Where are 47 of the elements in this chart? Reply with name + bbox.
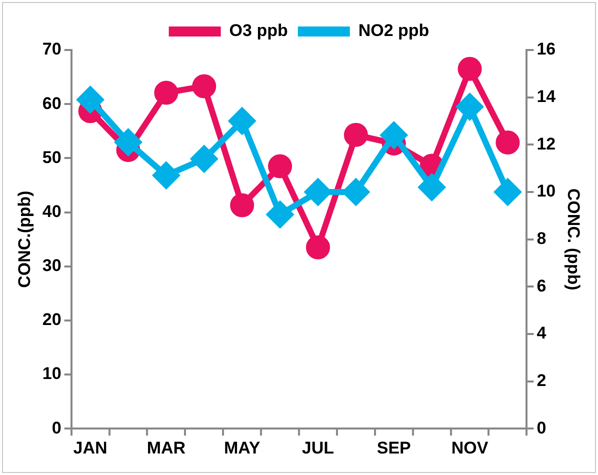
- point: [192, 74, 216, 98]
- y-tick-label: 30: [42, 256, 62, 276]
- point: [115, 129, 142, 156]
- y-axis-title: CONC.(ppb): [14, 190, 34, 288]
- y2-tick-label: 8: [536, 228, 546, 248]
- point: [77, 86, 104, 113]
- y2-tick-label: 10: [536, 182, 556, 201]
- x-tick-label: SEP: [376, 438, 411, 458]
- y-tick-label: 40: [42, 202, 62, 221]
- point: [456, 94, 483, 120]
- x-tick-label: JAN: [73, 438, 108, 458]
- point: [154, 80, 178, 105]
- y2-tick-label: 4: [536, 324, 547, 343]
- x-tick-label: JUL: [302, 438, 334, 458]
- y2-axis-title: CONC. (ppb): [564, 188, 584, 290]
- point: [306, 235, 330, 260]
- point: [418, 174, 445, 200]
- y-tick-label: 20: [42, 310, 62, 330]
- point: [342, 178, 369, 205]
- x-tick-label: MAY: [224, 438, 261, 458]
- point: [496, 130, 520, 154]
- point: [230, 193, 254, 218]
- point: [494, 178, 521, 205]
- point: [229, 108, 256, 134]
- legend-label: O3 ppb: [229, 21, 288, 40]
- y2-tick-label: 6: [536, 276, 546, 296]
- point: [153, 162, 180, 188]
- y-tick-label: 70: [42, 40, 62, 59]
- y-tick-label: 0: [52, 418, 62, 438]
- x-tick-label: NOV: [451, 438, 489, 458]
- point: [191, 146, 218, 172]
- point: [304, 178, 331, 205]
- y2-tick-label: 12: [536, 134, 556, 154]
- y2-tick-label: 14: [536, 87, 556, 106]
- point: [380, 122, 407, 148]
- y-tick-label: 10: [42, 364, 62, 384]
- y-tick-label: 50: [42, 148, 62, 167]
- y2-tick-label: 16: [536, 40, 556, 59]
- x-tick-label: MAR: [146, 438, 186, 458]
- point: [458, 56, 482, 81]
- point: [267, 201, 294, 228]
- point: [268, 154, 292, 178]
- point: [344, 122, 368, 147]
- y-tick-label: 60: [42, 94, 62, 113]
- legend-label: NO2 ppb: [358, 21, 430, 40]
- y2-tick-label: 2: [536, 370, 546, 390]
- y2-tick-label: 0: [536, 418, 546, 438]
